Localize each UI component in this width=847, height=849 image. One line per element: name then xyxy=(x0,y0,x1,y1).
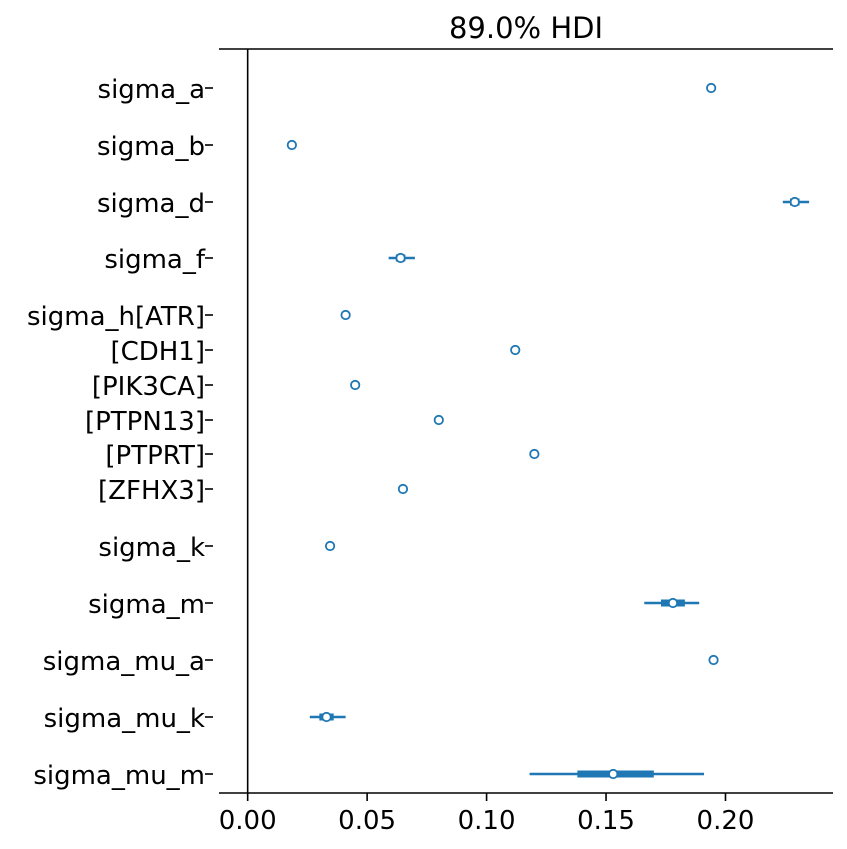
row-label: [PTPN13] xyxy=(85,407,205,437)
row-label: sigma_d xyxy=(97,189,205,219)
x-tick-label: 0.10 xyxy=(458,806,516,836)
x-tick-label: 0.15 xyxy=(577,806,635,836)
forest-row: [PTPN13] xyxy=(85,407,444,437)
row-label: sigma_a xyxy=(98,75,205,105)
x-tick-label: 0.05 xyxy=(338,806,396,836)
mean-point xyxy=(397,483,409,495)
forest-row: sigma_a xyxy=(98,75,717,105)
forest-row: [ZFHX3] xyxy=(98,476,409,506)
mean-point xyxy=(321,711,332,723)
mean-point xyxy=(529,448,540,460)
forest-row: sigma_b xyxy=(97,132,297,162)
row-label: sigma_mu_m xyxy=(33,761,205,791)
forest-row: sigma_d xyxy=(97,189,810,219)
forest-row: sigma_mu_k xyxy=(44,704,346,734)
row-label: sigma_k xyxy=(98,533,205,563)
mean-point xyxy=(350,379,361,391)
row-label: [ZFHX3] xyxy=(98,476,205,506)
mean-point xyxy=(340,309,351,321)
row-label: sigma_mu_k xyxy=(44,704,205,734)
forest-row: sigma_mu_a xyxy=(43,647,719,677)
x-tick-label: 0.00 xyxy=(219,806,277,836)
mean-point xyxy=(433,414,444,426)
mean-point xyxy=(510,344,521,356)
row-label: [PIK3CA] xyxy=(92,372,205,402)
forest-row: sigma_f xyxy=(104,245,415,275)
mean-point xyxy=(706,82,717,94)
row-label: [CDH1] xyxy=(110,337,205,367)
forest-row: sigma_k xyxy=(98,533,336,563)
forest-row: sigma_h[ATR] xyxy=(27,302,351,332)
mean-point xyxy=(708,654,719,666)
x-axis: 0.00 0.05 0.10 0.15 0.20 xyxy=(219,793,755,836)
row-label: [PTPRT] xyxy=(105,441,205,471)
mean-point xyxy=(324,540,336,552)
forest-row: sigma_m xyxy=(88,590,700,620)
mean-point xyxy=(789,196,800,208)
mean-point xyxy=(286,139,297,151)
forest-row: [CDH1] xyxy=(110,337,521,367)
row-label: sigma_mu_a xyxy=(43,647,205,677)
row-label: sigma_h[ATR] xyxy=(27,302,205,332)
chart-title: 89.0% HDI xyxy=(449,11,603,45)
row-label: sigma_m xyxy=(88,590,205,620)
mean-point xyxy=(395,252,406,264)
x-tick-label: 0.20 xyxy=(697,806,755,836)
forest-row: [PIK3CA] xyxy=(92,372,361,402)
mean-point xyxy=(667,597,679,609)
forest-rows: sigma_a sigma_b sigma_d sigma_f sigma_h[ATR]… xyxy=(27,75,810,791)
row-label: sigma_f xyxy=(104,245,206,275)
forest-row: [PTPRT] xyxy=(105,441,540,471)
forest-row: sigma_mu_m xyxy=(33,761,704,791)
row-label: sigma_b xyxy=(97,132,205,162)
mean-point xyxy=(608,768,619,780)
